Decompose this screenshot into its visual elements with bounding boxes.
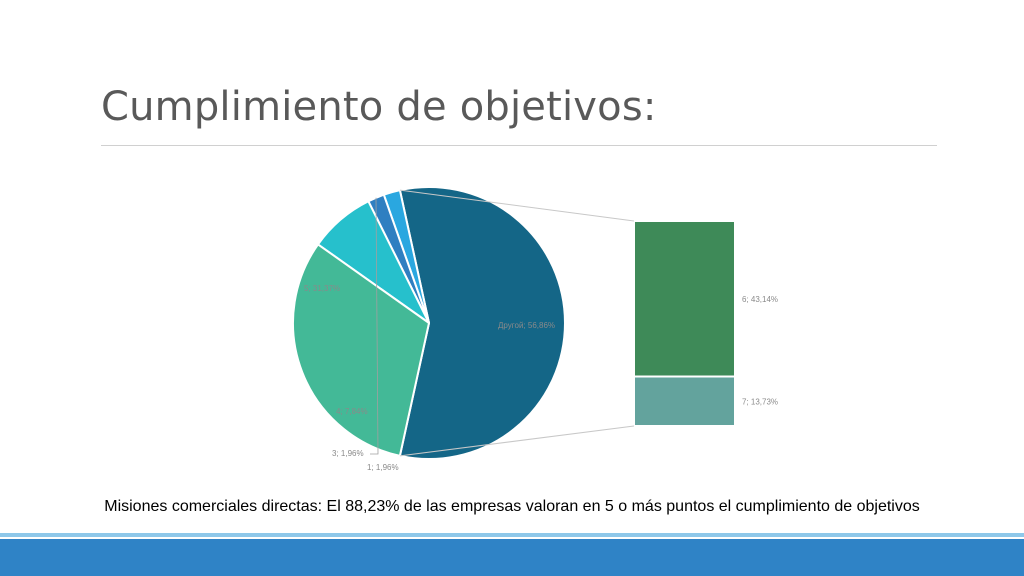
data-label-other: Другой; 56,86%: [498, 321, 555, 330]
footer-band: [0, 539, 1024, 576]
data-label-4: 4; 7,84%: [336, 407, 368, 416]
pie-slices: [292, 186, 566, 460]
stacked-bar: [633, 220, 736, 428]
data-label-7: 7; 13,73%: [742, 397, 778, 406]
bar-segment-7: [633, 375, 736, 428]
footer-gap: [0, 537, 1024, 539]
title-divider: [101, 145, 937, 146]
slide-title: Cumplimiento de objetivos:: [101, 84, 657, 130]
data-label-3: 3; 1,96%: [332, 449, 364, 458]
connector-line-top: [399, 189, 635, 222]
leader-line-3: [370, 197, 379, 455]
data-label-5: 5; 31,37%: [304, 284, 340, 293]
pie-slice-5: [292, 243, 430, 457]
pie-slice-other: [398, 186, 566, 460]
data-label-6: 6; 43,14%: [742, 295, 778, 304]
data-labels: Другой; 56,86% 1; 1,96%3; 1,96% 4; 7,84% 5;…: [304, 284, 778, 472]
footer-accent-stripe: [0, 533, 1024, 537]
chart-caption: Misiones comerciales directas: El 88,23%…: [104, 498, 920, 515]
data-label-1: 1; 1,96%: [367, 463, 399, 472]
connector-line-bottom: [399, 425, 635, 457]
bar-segment-6: [633, 220, 736, 378]
